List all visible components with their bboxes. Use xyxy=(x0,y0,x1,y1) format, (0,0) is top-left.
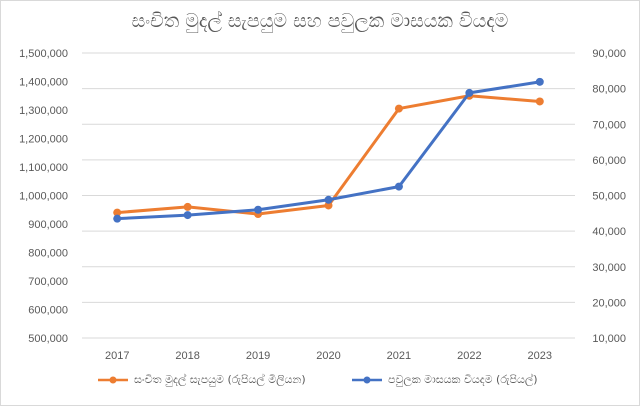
y-right-tick-label: 20,000 xyxy=(592,297,626,309)
data-point-money-supply xyxy=(535,97,544,106)
y-left-tick-label: 800,000 xyxy=(28,248,68,260)
y-left-tick-label: 700,000 xyxy=(28,276,68,288)
legend-marker-blue xyxy=(352,376,382,384)
legend-item-household-expense: පවුලක මාසයක වියදම (රුපියල්) xyxy=(352,373,538,387)
data-point-household-expense xyxy=(254,205,263,214)
y-left-tick-label: 1,000,000 xyxy=(19,191,68,203)
data-point-household-expense xyxy=(394,182,403,191)
data-point-money-supply xyxy=(183,202,192,211)
y-right-tick-label: 50,000 xyxy=(592,191,626,203)
data-point-household-expense xyxy=(183,211,192,220)
data-point-household-expense xyxy=(465,88,474,97)
data-point-household-expense xyxy=(113,214,122,223)
x-tick-label: 2019 xyxy=(246,350,270,362)
y-left-tick-label: 1,500,000 xyxy=(19,48,68,60)
y-left-tick-label: 1,100,000 xyxy=(19,162,68,174)
legend-item-money-supply: සංචිත මුදල් සැපයුම (රුපියල් මිලියන) xyxy=(98,373,306,387)
data-point-money-supply xyxy=(324,201,333,210)
y-right-tick-label: 90,000 xyxy=(592,48,626,60)
x-tick-label: 2018 xyxy=(175,350,199,362)
y-left-tick-label: 900,000 xyxy=(28,219,68,231)
legend-marker-orange xyxy=(98,376,128,384)
x-tick-label: 2021 xyxy=(387,350,411,362)
data-point-household-expense xyxy=(324,195,333,204)
y-left-tick-label: 600,000 xyxy=(28,305,68,317)
data-point-money-supply xyxy=(394,104,403,113)
y-left-tick-label: 1,200,000 xyxy=(19,134,68,146)
chart-title: සංචිත මුදල් සැපයුම සහ පවුලක මාසයක වියදම xyxy=(131,10,509,32)
y-right-tick-label: 80,000 xyxy=(592,84,626,96)
y-left-tick-label: 1,400,000 xyxy=(19,77,68,89)
data-point-money-supply xyxy=(113,208,122,217)
legend-label-household-expense: පවුලක මාසයක වියදම (රුපියල්) xyxy=(388,373,538,386)
legend-label-money-supply: සංචිත මුදල් සැපයුම (රුපියල් මිලියන) xyxy=(134,373,306,386)
y-left-tick-label: 1,300,000 xyxy=(19,105,68,117)
y-right-tick-label: 40,000 xyxy=(592,226,626,238)
x-tick-label: 2023 xyxy=(528,350,552,362)
x-tick-label: 2017 xyxy=(105,350,129,362)
x-tick-label: 2020 xyxy=(316,350,340,362)
data-point-household-expense xyxy=(535,77,544,86)
y-right-tick-label: 10,000 xyxy=(592,333,626,345)
x-tick-label: 2022 xyxy=(457,350,481,362)
y-right-tick-label: 60,000 xyxy=(592,155,626,167)
y-right-tick-label: 30,000 xyxy=(592,262,626,274)
y-right-tick-label: 70,000 xyxy=(592,119,626,131)
y-left-tick-label: 500,000 xyxy=(28,333,68,345)
legend: සංචිත මුදල් සැපයුම (රුපියල් මිලියන) පවුල… xyxy=(0,373,640,393)
